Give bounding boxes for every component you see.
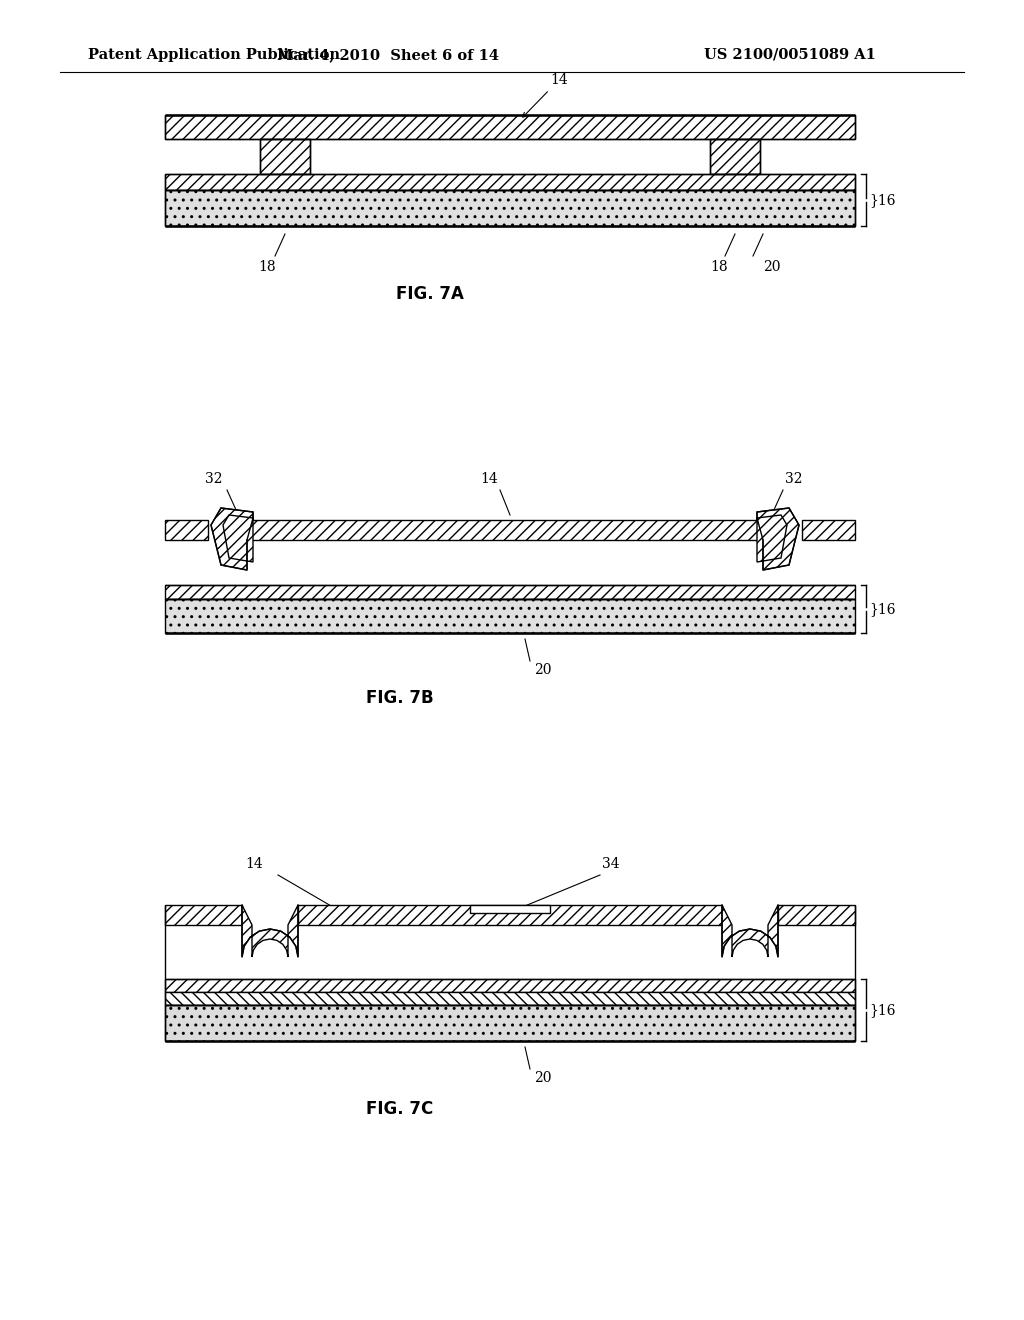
Text: 32: 32 — [206, 473, 223, 486]
Bar — [298, 906, 722, 925]
Text: FIG. 7B: FIG. 7B — [367, 689, 434, 708]
Text: 14: 14 — [480, 473, 498, 486]
Bar — [165, 520, 208, 540]
Bar — [165, 993, 855, 1005]
Text: }16: }16 — [869, 1003, 896, 1016]
Bar — [245, 520, 765, 540]
Bar — [710, 139, 760, 174]
Text: }16: }16 — [869, 193, 896, 207]
Text: 14: 14 — [246, 857, 263, 871]
Text: 32: 32 — [785, 473, 803, 486]
Text: Mar. 4, 2010  Sheet 6 of 14: Mar. 4, 2010 Sheet 6 of 14 — [278, 48, 499, 62]
Text: 18: 18 — [258, 260, 275, 275]
Polygon shape — [722, 906, 778, 957]
Text: US 2100/0051089 A1: US 2100/0051089 A1 — [705, 48, 876, 62]
Bar — [165, 115, 855, 139]
Bar — [802, 520, 855, 540]
Text: 14: 14 — [523, 73, 567, 117]
Polygon shape — [757, 508, 799, 570]
Text: FIG. 7C: FIG. 7C — [367, 1100, 433, 1118]
Text: 20: 20 — [763, 260, 780, 275]
Text: 34: 34 — [602, 857, 620, 871]
Bar — [778, 906, 855, 925]
Text: 18: 18 — [711, 260, 728, 275]
Text: FIG. 7A: FIG. 7A — [396, 285, 464, 304]
Bar — [165, 906, 242, 925]
Polygon shape — [242, 906, 298, 957]
Bar — [165, 599, 855, 634]
Bar — [165, 979, 855, 993]
Text: 20: 20 — [534, 1071, 552, 1085]
Text: }16: }16 — [869, 602, 896, 616]
Bar — [470, 906, 550, 913]
Bar — [165, 174, 855, 190]
Text: Patent Application Publication: Patent Application Publication — [88, 48, 340, 62]
Polygon shape — [211, 508, 253, 570]
Text: 20: 20 — [534, 663, 552, 677]
Bar — [165, 190, 855, 226]
Bar — [260, 139, 310, 174]
Bar — [165, 1005, 855, 1041]
Bar — [165, 585, 855, 599]
